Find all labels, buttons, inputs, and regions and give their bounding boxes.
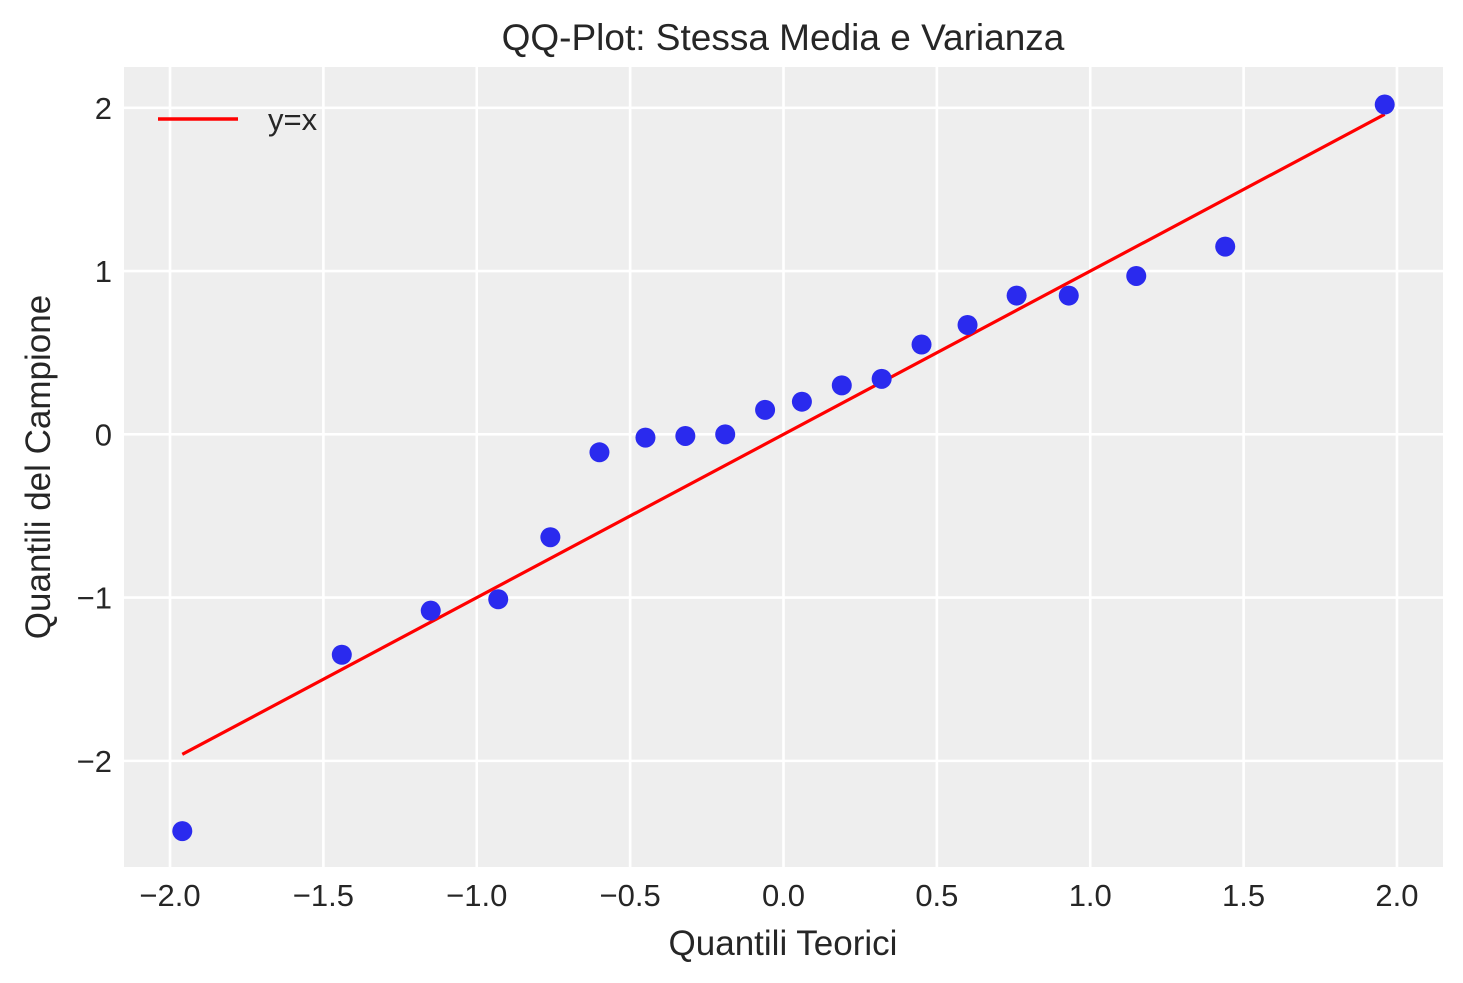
reference-line-y-equals-x [181,112,1386,756]
reference-line-layer [181,112,1386,756]
sample-point [488,589,509,610]
legend-label: y=x [268,102,318,137]
y-tick-label: −2 [77,744,112,779]
legend: y=x [158,102,318,137]
sample-point [911,334,932,355]
x-tick-label: 1.5 [1222,878,1265,913]
sample-point [589,442,610,463]
y-tick-label: 1 [95,254,112,289]
y-tick-label: −1 [77,581,112,616]
x-tick-label: 0.0 [762,878,805,913]
sample-point [1058,285,1079,306]
sample-point [715,424,736,445]
x-axis-ticks: −2.0 −1.5 −1.0 −0.5 0.0 0.5 1.0 1.5 2.0 [139,878,1418,913]
sample-point [957,314,978,335]
sample-point [172,821,193,842]
x-tick-label: −2.0 [139,878,200,913]
sample-point [331,644,352,665]
sample-point [791,391,812,412]
sample-point [420,600,441,621]
sample-point [1006,285,1027,306]
grid-lines [124,67,1443,867]
sample-point [1215,236,1236,257]
x-tick-label: 1.0 [1069,878,1112,913]
sample-points-layer [172,94,1395,842]
x-tick-label: −0.5 [600,878,661,913]
x-tick-label: −1.5 [293,878,354,913]
x-tick-label: −1.0 [446,878,507,913]
x-tick-label: 0.5 [915,878,958,913]
y-axis-title: Quantili del Campione [19,295,58,639]
sample-point [831,375,852,396]
sample-point [540,527,561,548]
y-tick-label: 0 [95,417,112,452]
sample-point [1126,265,1147,286]
y-axis-ticks: −2 −1 0 1 2 [77,91,112,779]
x-axis-title: Quantili Teorici [669,924,898,963]
chart-title: QQ-Plot: Stessa Media e Varianza [502,17,1065,58]
sample-point [871,368,892,389]
sample-point [675,425,696,446]
sample-point [755,399,776,420]
sample-point [635,427,656,448]
sample-point [1374,94,1395,115]
x-tick-label: 2.0 [1375,878,1418,913]
y-tick-label: 2 [95,91,112,126]
